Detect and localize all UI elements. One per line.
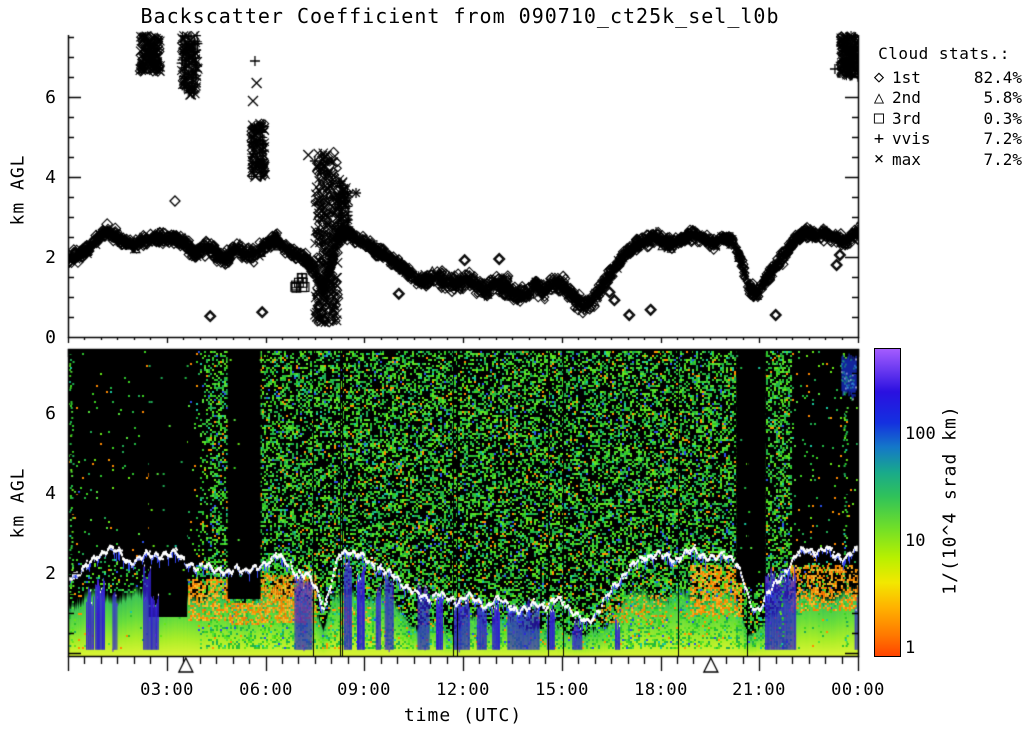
page-title: Backscatter Coefficient from 090710_ct25…: [140, 4, 780, 28]
legend-item-value: 7.2%: [983, 149, 1022, 169]
legend-item-label: 3rd: [892, 108, 921, 128]
legend: Cloud stats.: ◇ 1st 82.4% △ 2nd 5.8% □ 3…: [866, 44, 1022, 170]
y-tick-label: 2: [45, 563, 56, 584]
legend-item-max: × max 7.2%: [866, 149, 1022, 170]
y-tick-label: 6: [45, 403, 56, 424]
y-tick-label: 6: [45, 87, 56, 108]
legend-item-value: 0.3%: [983, 108, 1022, 128]
x-tick-label: 03:00: [140, 680, 194, 700]
legend-item-value: 5.8%: [983, 88, 1022, 108]
legend-item-label: 1st: [892, 67, 921, 87]
legend-item-vvis: + vvis 7.2%: [866, 129, 1022, 150]
y-tick-label: 4: [45, 167, 56, 188]
colorbar-tick-label: 10: [905, 531, 926, 551]
legend-title: Cloud stats.:: [878, 44, 1010, 63]
x-mark-icon: ×: [873, 149, 885, 170]
x-tick-label: 15:00: [535, 680, 589, 700]
legend-item-2nd: △ 2nd 5.8%: [866, 88, 1022, 109]
diamond-icon: ◇: [873, 67, 885, 88]
legend-item-label: vvis: [892, 129, 931, 149]
x-axis-title: time (UTC): [403, 705, 523, 726]
x-tick-label: 12:00: [436, 680, 490, 700]
legend-item-label: 2nd: [892, 88, 921, 108]
y-tick-label: 0: [45, 327, 56, 348]
legend-item-label: max: [892, 149, 921, 169]
colorbar: [874, 348, 901, 657]
x-tick-label: 21:00: [732, 680, 786, 700]
legend-item-1st: ◇ 1st 82.4%: [866, 67, 1022, 88]
legend-item-value: 7.2%: [983, 129, 1022, 149]
x-tick-label: 00:00: [831, 680, 885, 700]
colorbar-tick-label: 100: [905, 424, 936, 444]
x-tick-label: 06:00: [239, 680, 293, 700]
y-tick-label: 2: [45, 247, 56, 268]
colorbar-tick-label: 1: [905, 638, 916, 658]
plus-icon: +: [873, 128, 885, 149]
y-axis-title-top: km AGL: [7, 154, 29, 226]
x-tick-label: 18:00: [634, 680, 688, 700]
y-axis-title-bottom: km AGL: [7, 467, 29, 539]
x-tick-label: 09:00: [337, 680, 391, 700]
colorbar-title: 1/(10^4 srad km): [939, 405, 961, 595]
legend-item-3rd: □ 3rd 0.3%: [866, 108, 1022, 129]
legend-item-value: 82.4%: [973, 67, 1022, 87]
triangle-icon: △: [873, 87, 885, 108]
y-tick-label: 4: [45, 483, 56, 504]
square-icon: □: [873, 108, 885, 129]
